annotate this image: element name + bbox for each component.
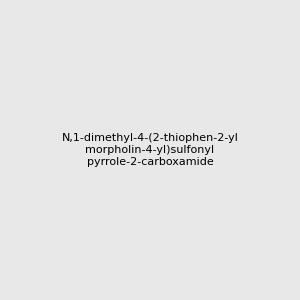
Text: N,1-dimethyl-4-(2-thiophen-2-yl
morpholin-4-yl)sulfonyl
pyrrole-2-carboxamide: N,1-dimethyl-4-(2-thiophen-2-yl morpholi… (61, 134, 239, 166)
